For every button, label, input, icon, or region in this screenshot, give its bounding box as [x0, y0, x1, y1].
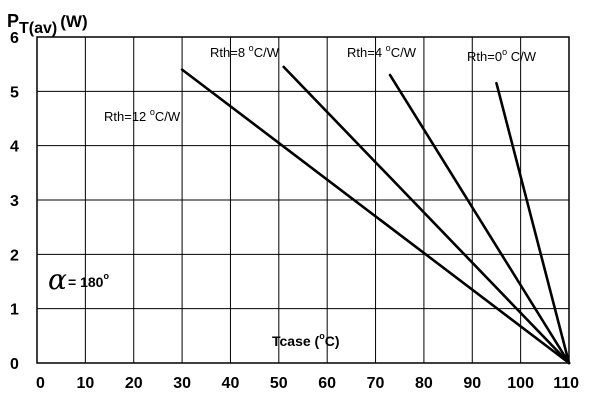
x-tick-label: 70	[367, 375, 385, 392]
conduction-angle-value: 180	[80, 274, 104, 290]
x-tick-label: 0	[36, 375, 45, 392]
conduction-angle: = 180o	[68, 271, 109, 290]
x-tick-label: 60	[318, 375, 336, 392]
x-tick-label: 50	[270, 375, 288, 392]
series-label: Rth=0o C/W	[467, 47, 537, 64]
y-axis-label-unit: (W)	[60, 12, 87, 31]
x-tick-label: 40	[222, 375, 240, 392]
x-axis-label-deg: o	[319, 331, 325, 341]
series-line	[180, 68, 571, 365]
alpha-symbol: α	[48, 263, 67, 296]
y-axis-label-sub: T(av)	[19, 20, 57, 37]
x-tick-labels: 0 10 20 30 40 50 60 70 80 90 100 110	[36, 375, 579, 392]
plot-frame	[36, 36, 570, 364]
x-tick-label: 10	[76, 375, 94, 392]
x-axis-label-suffix: C)	[325, 333, 340, 349]
x-tick-label: 100	[507, 375, 534, 392]
y-axis-label: PT(av) (W)	[7, 11, 88, 37]
y-tick-label: 1	[10, 302, 19, 319]
x-axis-label-prefix: Tcase (	[272, 333, 320, 349]
y-axis-label-main: P	[7, 11, 19, 31]
y-tick-label: 6	[10, 30, 19, 47]
series-labels: Rth=12 oC/W Rth=8 oC/W Rth=4 oC/W Rth=0o C/…	[104, 43, 537, 124]
x-tick-label: 80	[415, 375, 433, 392]
conduction-angle-deg: o	[103, 271, 109, 281]
series-line	[388, 73, 571, 365]
series-label: Rth=8 oC/W	[210, 43, 280, 60]
y-tick-label: 2	[10, 247, 19, 264]
x-tick-label: 30	[173, 375, 191, 392]
y-tick-labels: 0 1 2 3 4 5 6	[10, 30, 19, 373]
x-tick-label: 90	[463, 375, 481, 392]
y-tick-label: 4	[10, 139, 19, 156]
series-label: Rth=12 oC/W	[104, 107, 181, 124]
y-tick-label: 3	[10, 193, 19, 210]
y-tick-label: 0	[10, 356, 19, 373]
series-label: Rth=4 oC/W	[347, 43, 417, 60]
data-series	[180, 65, 571, 365]
x-tick-label: 20	[125, 375, 143, 392]
series-line	[282, 65, 571, 365]
x-tick-label: 110	[553, 375, 579, 392]
series-line	[495, 81, 571, 365]
x-axis-label: Tcase (oC)	[272, 331, 340, 349]
y-tick-label: 5	[10, 84, 19, 101]
